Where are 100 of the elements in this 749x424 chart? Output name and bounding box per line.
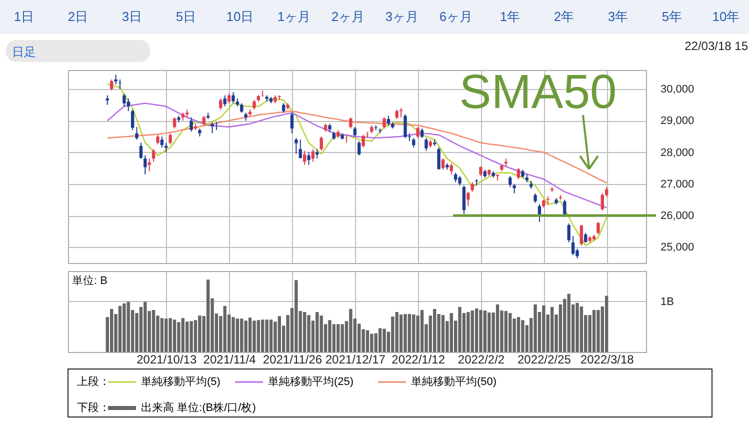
candlestick (122, 93, 126, 107)
candlestick (190, 116, 193, 132)
candlestick (294, 138, 298, 154)
y-tick-label: 30,000 (660, 83, 694, 96)
annotation: SMA50 (459, 66, 617, 119)
bar (378, 328, 382, 352)
bar (164, 318, 168, 352)
bar (232, 317, 235, 352)
candlestick (458, 175, 462, 186)
y-tick-label: 26,000 (660, 210, 694, 222)
candlestick (148, 158, 151, 172)
x-tick-label: 2022/3/18 (580, 352, 634, 366)
bar (534, 304, 537, 352)
bar (118, 306, 122, 352)
candlestick (240, 102, 244, 114)
bar (592, 310, 596, 352)
x-tick-label: 2022/2/2 (458, 352, 505, 366)
candlestick (298, 139, 302, 160)
bar (349, 308, 352, 352)
annotation: 単位: B (72, 275, 108, 287)
bar (332, 324, 336, 352)
candlestick (571, 236, 575, 256)
y-tick-label: 27,000 (660, 178, 694, 190)
bar (404, 314, 407, 352)
bar (302, 312, 306, 352)
bar (328, 320, 332, 352)
candlestick (424, 138, 428, 152)
bar (172, 320, 176, 352)
y-tick-label: 28,000 (660, 146, 694, 159)
bar (122, 303, 126, 352)
bar (382, 328, 386, 352)
candlestick (404, 114, 407, 139)
bar (110, 308, 114, 352)
y-tick-label: 1B (660, 296, 674, 308)
bar (466, 312, 470, 352)
candlestick (479, 166, 482, 176)
bar (395, 312, 398, 352)
bar (278, 316, 281, 352)
candlestick (386, 115, 390, 126)
x-tick-label: 2022/1/12 (392, 352, 446, 366)
bar (316, 312, 319, 352)
candlestick (227, 93, 231, 104)
bar (177, 322, 180, 352)
bar (320, 316, 323, 352)
bar (550, 306, 554, 352)
candlestick (144, 154, 147, 175)
text: 2日 (68, 9, 88, 24)
candlestick (130, 109, 134, 131)
candlestick (344, 134, 348, 144)
bar (516, 317, 520, 352)
candlestick (516, 168, 520, 180)
bar (576, 302, 579, 352)
candlestick (462, 184, 466, 214)
bar (240, 318, 244, 352)
bar (521, 320, 524, 352)
y-tick-label: 25,000 (660, 242, 694, 254)
text: 10日 (226, 9, 254, 24)
candlestick (302, 150, 306, 166)
candlestick (290, 112, 294, 134)
bar (366, 330, 370, 352)
candlestick (219, 98, 222, 110)
candlestick (261, 90, 264, 98)
bar (399, 314, 403, 352)
text: 日足 (12, 45, 36, 59)
line-series (106, 110, 608, 184)
x-tick-label: 2022/2/25 (517, 352, 572, 366)
bar (294, 280, 298, 352)
candlestick (282, 102, 286, 114)
bar (186, 322, 189, 352)
bar (370, 334, 374, 352)
bar (168, 318, 172, 352)
bar (605, 296, 608, 352)
candlestick (106, 94, 109, 106)
text: 3年 (608, 9, 628, 24)
legend-label: 単純移動平均(5) (141, 376, 220, 388)
candlestick (311, 148, 315, 162)
bar (126, 302, 130, 352)
bar (508, 313, 512, 352)
bar (433, 308, 436, 352)
x-tick-label: 2021/11/4 (203, 352, 256, 366)
text: 5年 (662, 9, 682, 24)
candlestick (168, 132, 172, 145)
candlestick (416, 126, 420, 139)
candlestick (152, 148, 156, 162)
bar (206, 280, 210, 352)
candlestick (512, 183, 516, 194)
legend-label: 単純移動平均(50) (411, 376, 497, 388)
candlestick (320, 136, 323, 152)
bar (450, 313, 453, 352)
candlestick (223, 94, 226, 107)
bar (181, 318, 185, 352)
candlestick (399, 107, 403, 118)
bar (504, 310, 508, 352)
bar (567, 294, 570, 352)
candlestick (508, 175, 512, 188)
bar (269, 320, 273, 352)
candlestick (307, 152, 310, 166)
candlestick (605, 186, 608, 198)
bar (474, 308, 478, 352)
bar (596, 310, 600, 352)
